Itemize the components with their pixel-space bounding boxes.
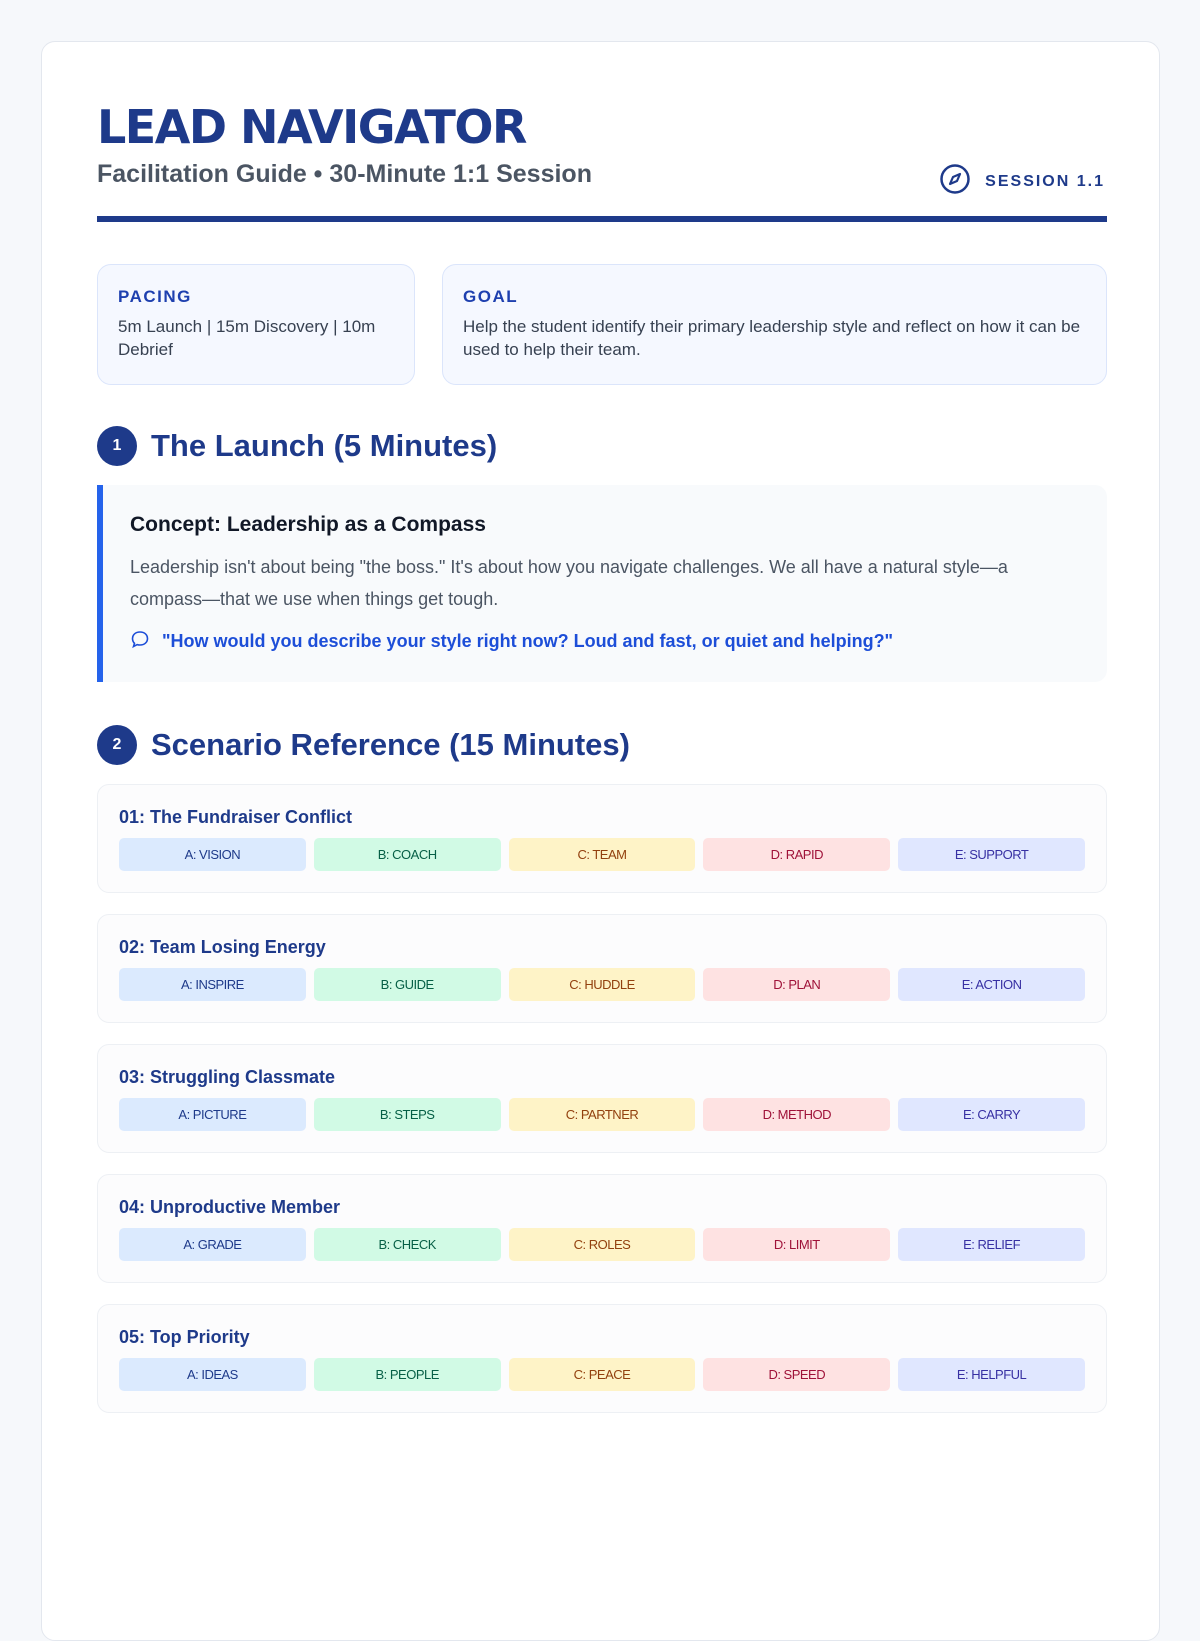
- section-2-heading: 2 Scenario Reference (15 Minutes): [97, 725, 630, 765]
- option-chips: A: GRADE B: CHECK C: ROLES D: LIMIT E: RELIE…: [119, 1228, 1085, 1261]
- pacing-label: PACING: [118, 287, 192, 306]
- scenario-title: 05: Top Priority: [119, 1327, 250, 1347]
- option-chip: C: PEACE: [508, 1358, 696, 1391]
- section-title: The Launch (5 Minutes): [151, 428, 498, 463]
- option-chip: D: SPEED: [703, 1358, 891, 1391]
- option-chip: A: VISION: [119, 838, 306, 871]
- concept-box: Concept: Leadership as a Compass Leaders…: [97, 485, 1107, 682]
- option-chip: B: COACH: [313, 838, 501, 871]
- option-chips: A: VISION B: COACH C: TEAM D: RAPID E: SUPPO…: [119, 838, 1085, 871]
- option-chip: B: STEPS: [313, 1098, 501, 1131]
- header-divider: [97, 216, 1107, 222]
- option-chip: E: CARRY: [898, 1098, 1085, 1131]
- session-badge: SESSION 1.1: [939, 163, 1105, 200]
- scenario-card: 01: The Fundraiser Conflict A: VISION B: C…: [97, 784, 1107, 893]
- guide-card: LEAD NAVIGATOR Facilitation Guide • 30-M…: [41, 41, 1160, 1641]
- section-number: 2: [97, 725, 137, 765]
- option-chip: D: PLAN: [703, 968, 891, 1001]
- pacing-text: 5m Launch | 15m Discovery | 10m Debrief: [118, 317, 376, 359]
- scenario-card: 04: Unproductive Member A: GRADE B: CHECK C…: [97, 1174, 1107, 1283]
- scenario-card: 03: Struggling Classmate A: PICTURE B: STE…: [97, 1044, 1107, 1153]
- option-chip: A: PICTURE: [119, 1098, 306, 1131]
- page-subtitle: Facilitation Guide • 30-Minute 1:1 Sessi…: [97, 160, 592, 188]
- option-chip: E: ACTION: [898, 968, 1085, 1001]
- option-chip: C: TEAM: [508, 838, 696, 871]
- option-chip: C: HUDDLE: [508, 968, 696, 1001]
- option-chip: C: ROLES: [508, 1228, 696, 1261]
- goal-box: GOAL Help the student identify their pri…: [442, 264, 1107, 385]
- option-chip: B: GUIDE: [313, 968, 501, 1001]
- option-chip: E: RELIEF: [898, 1228, 1085, 1261]
- option-chips: A: INSPIRE B: GUIDE C: HUDDLE D: PLAN E: ACT…: [119, 968, 1085, 1001]
- option-chip: D: LIMIT: [703, 1228, 891, 1261]
- scenario-card: 05: Top Priority A: IDEAS B: PEOPLE C: PEAC…: [97, 1304, 1107, 1413]
- speech-bubble-icon: [130, 629, 150, 654]
- option-chip: A: GRADE: [119, 1228, 306, 1261]
- option-chip: B: CHECK: [313, 1228, 501, 1261]
- quote-text: "How would you describe your style right…: [162, 631, 894, 651]
- option-chips: A: PICTURE B: STEPS C: PARTNER D: METHOD E: …: [119, 1098, 1085, 1131]
- section-title: Scenario Reference (15 Minutes): [151, 727, 630, 762]
- option-chips: A: IDEAS B: PEOPLE C: PEACE D: SPEED E: HELP…: [119, 1358, 1085, 1391]
- scenario-title: 04: Unproductive Member: [119, 1197, 341, 1217]
- section-number: 1: [97, 426, 137, 466]
- scenario-title: 02: Team Losing Energy: [119, 937, 326, 957]
- option-chip: A: INSPIRE: [119, 968, 306, 1001]
- goal-text: Help the student identify their primary …: [463, 317, 1081, 359]
- option-chip: D: METHOD: [703, 1098, 891, 1131]
- concept-title: Concept: Leadership as a Compass: [130, 513, 486, 536]
- option-chip: E: SUPPORT: [898, 838, 1085, 871]
- option-chip: C: PARTNER: [508, 1098, 696, 1131]
- concept-text: Leadership isn't about being "the boss."…: [130, 557, 1008, 609]
- option-chip: B: PEOPLE: [313, 1358, 501, 1391]
- pacing-box: PACING 5m Launch | 15m Discovery | 10m D…: [97, 264, 415, 385]
- option-chip: D: RAPID: [703, 838, 891, 871]
- session-label: SESSION 1.1: [985, 172, 1105, 190]
- compass-icon: [939, 163, 971, 200]
- scenario-title: 03: Struggling Classmate: [119, 1067, 336, 1087]
- option-chip: A: IDEAS: [119, 1358, 306, 1391]
- scenario-card: 02: Team Losing Energy A: INSPIRE B: GUIDE…: [97, 914, 1107, 1023]
- option-chip: E: HELPFUL: [898, 1358, 1085, 1391]
- prompt-quote: "How would you describe your style right…: [130, 629, 1080, 654]
- page-title: LEAD NAVIGATOR: [97, 100, 527, 154]
- section-1-heading: 1 The Launch (5 Minutes): [97, 426, 497, 466]
- scenario-title: 01: The Fundraiser Conflict: [119, 807, 353, 827]
- goal-label: GOAL: [463, 287, 519, 306]
